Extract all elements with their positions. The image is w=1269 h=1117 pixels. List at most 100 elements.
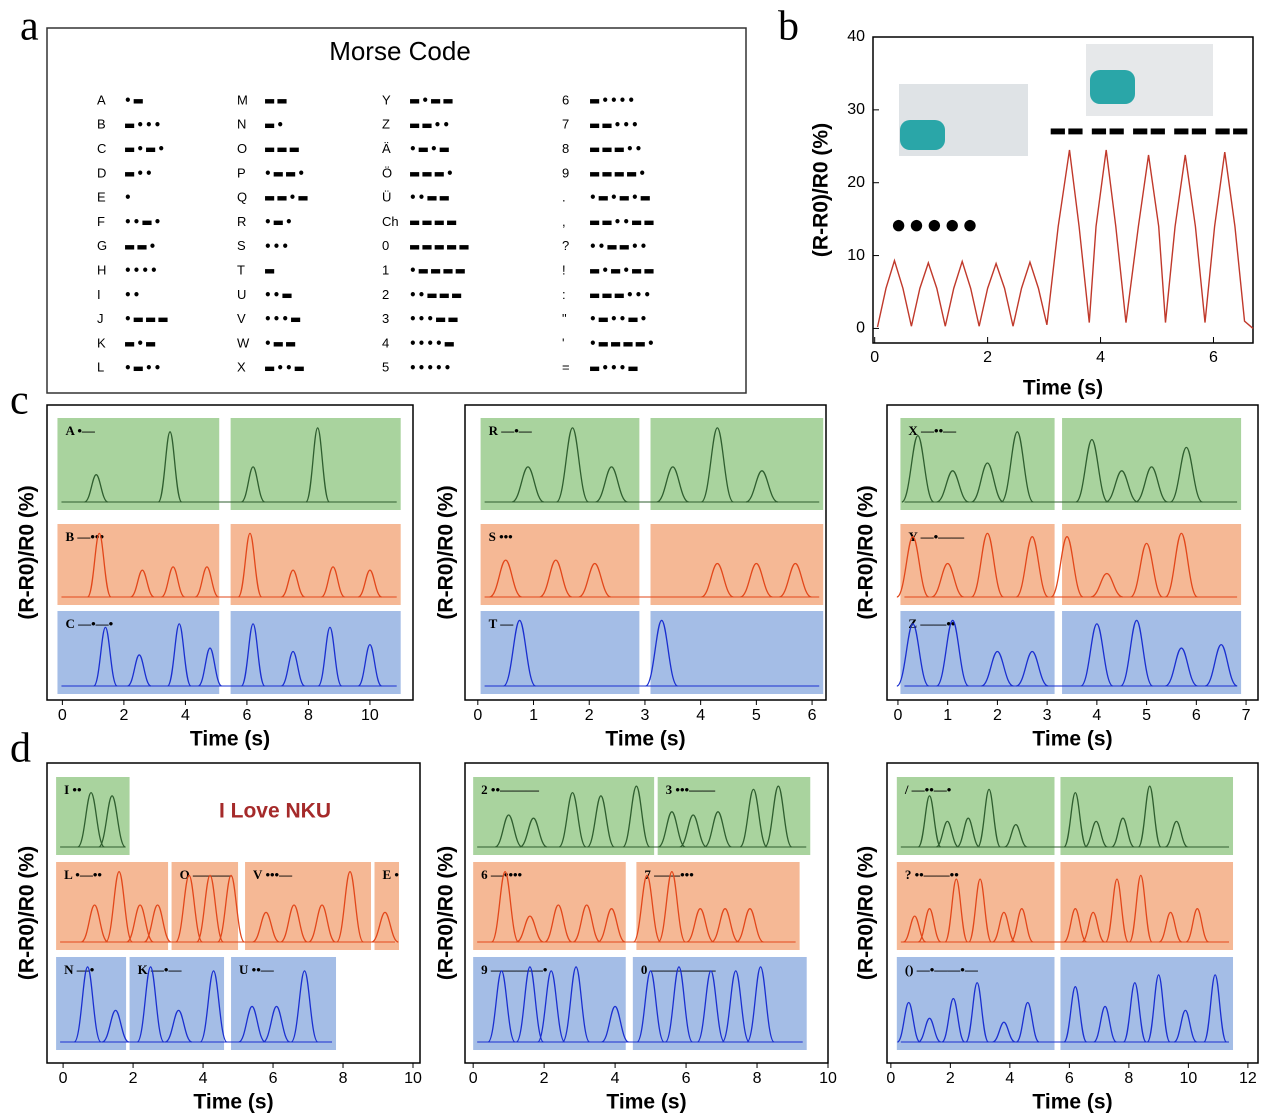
block-label: U ••—: [239, 962, 275, 977]
pulse-peak: [1084, 820, 1108, 848]
pulse-peak: [252, 911, 280, 943]
signal-block: [245, 862, 372, 950]
signal-block: [636, 862, 800, 950]
pulse-peak: [971, 462, 1004, 503]
x-tick-label: 6: [242, 707, 251, 724]
x-tick-label: 8: [339, 1070, 348, 1087]
x-tick-label: 0: [473, 707, 482, 724]
pulse-peak: [968, 878, 993, 943]
x-tick-label: 6: [682, 1070, 691, 1087]
panel-label: a: [20, 4, 39, 50]
morse-code: ▬▬▬▬•: [589, 166, 647, 180]
signal-block: [473, 957, 626, 1050]
morse-char: 3: [382, 311, 389, 326]
pulse-peak: [586, 795, 616, 848]
pulse-peak: [1169, 446, 1204, 503]
x-tick-label: 2: [129, 1070, 138, 1087]
block-label: T —: [489, 616, 515, 631]
morse-code: ▬•▬▬: [409, 94, 455, 108]
pulse-peak: [686, 908, 715, 943]
pulse-peak: [281, 569, 306, 598]
glove-icon: [1090, 70, 1135, 104]
morse-char: ?: [562, 238, 569, 253]
pulse-peak: [1080, 623, 1114, 687]
pulse-peak: [1000, 431, 1034, 503]
x-tick-label: 1: [529, 707, 538, 724]
block-label: 3 •••——: [666, 782, 716, 797]
panel-label: b: [778, 4, 799, 50]
x-axis-label: Time (s): [605, 728, 685, 751]
signal-block: [900, 524, 1055, 605]
block-label: A •—: [65, 423, 95, 438]
pulse-peak: [336, 871, 364, 943]
pulse-peak: [572, 904, 601, 943]
pulse-peak: [1004, 823, 1028, 848]
pulse-peak: [658, 811, 686, 848]
y-tick-label: 30: [847, 101, 865, 118]
x-tick-label: 6: [269, 1070, 278, 1087]
morse-char: 9: [562, 165, 569, 180]
morse-char: W: [237, 335, 250, 350]
morse-char: E: [97, 190, 106, 205]
morse-code: ••▬▬▬: [409, 288, 463, 302]
pulse-peak: [977, 788, 1001, 848]
pulse-peak: [1122, 982, 1147, 1043]
morse-code: ▬▬••: [409, 118, 451, 132]
pulse-peak: [194, 566, 219, 598]
pulse-peak: [917, 1017, 942, 1043]
pulse-peak: [280, 650, 306, 687]
morse-code: ▬▬: [264, 94, 289, 108]
morse-code: ▬▬▬••: [589, 142, 643, 156]
morse-code: ▬•••: [124, 118, 162, 132]
x-tick-label: 2: [585, 707, 594, 724]
y-axis-label: (R-R0)/R0 (%): [435, 846, 458, 980]
pulse-peak: [736, 908, 764, 943]
morse-code: ••▬▬••: [589, 239, 648, 253]
pulse-peak: [981, 650, 1014, 687]
morse-code: •▬•▬•▬: [589, 191, 652, 205]
pulse-peak: [1146, 974, 1171, 1043]
pulse-peak: [539, 559, 573, 598]
pulse-peak: [490, 871, 520, 943]
signal-block: [230, 524, 401, 605]
pulse-peak: [679, 814, 707, 848]
block-label: 0 —————: [641, 962, 717, 977]
pulse-peak: [1093, 1005, 1118, 1043]
pulse-peak: [1075, 438, 1109, 503]
morse-code: ▬•••▬: [589, 361, 640, 375]
morse-char: 2: [382, 287, 389, 302]
signal-block: [480, 524, 640, 605]
morse-char: Q: [237, 190, 247, 205]
morse-char: K: [97, 335, 106, 350]
pulse-peak: [237, 532, 263, 598]
x-tick-label: 4: [611, 1070, 620, 1087]
pulse-peak: [1015, 1001, 1040, 1043]
pulse-peak: [745, 470, 779, 503]
pulse-peak: [357, 569, 382, 598]
x-tick-label: 6: [1065, 1070, 1074, 1087]
pulse-peak: [1015, 536, 1049, 598]
morse-title: Morse Code: [329, 36, 471, 66]
morse-char: J: [97, 311, 104, 326]
x-tick-label: 4: [1092, 707, 1101, 724]
morse-char: .: [562, 190, 566, 205]
morse-char: P: [237, 165, 246, 180]
morse-char: N: [237, 117, 246, 132]
plot-frame: [46, 762, 421, 1064]
pulse-peak: [157, 431, 183, 503]
pulse-peak: [956, 817, 980, 848]
block-label: E •: [383, 867, 400, 882]
morse-code: ••••: [124, 264, 159, 278]
block-label: 2 ••———: [481, 782, 540, 797]
pulse-peak: [489, 559, 522, 598]
signal-block: [57, 524, 220, 605]
x-tick-label: 0: [59, 1070, 68, 1087]
morse-code: ▬▬•: [124, 239, 157, 253]
pulse-peak: [217, 874, 245, 943]
morse-char: I: [97, 287, 101, 302]
pulse-peak: [280, 904, 308, 943]
pulse-peak: [494, 814, 523, 848]
pulse-peak: [1015, 650, 1049, 687]
pulse-peak: [1105, 878, 1129, 943]
